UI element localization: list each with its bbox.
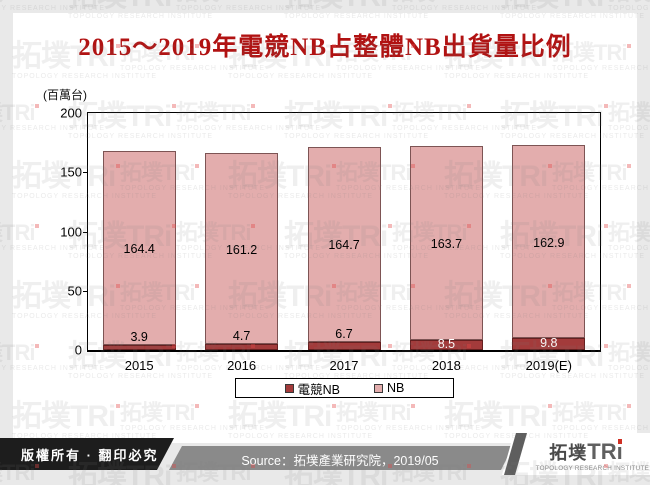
chart-legend: 電競NB NB <box>235 378 454 398</box>
gaming-nb-bar-segment <box>205 344 279 350</box>
gaming-nb-bar-segment <box>102 345 176 350</box>
legend-swatch-gaming-nb <box>284 383 294 393</box>
nb-bar-segment <box>307 146 381 343</box>
x-axis-tick-label: 2019(E) <box>525 358 572 373</box>
footer-bar: 版權所有 · 翻印必究 Source：拓墣產業研究院，2019/05 拓墣TRı… <box>0 433 650 478</box>
y-axis-tick-label: 0 <box>74 342 82 358</box>
gaming-nb-bar-segment <box>512 338 586 350</box>
bar-group-2017: 164.7 6.7 <box>307 113 381 350</box>
watermark-tile: 拓墣TRiTOPOLOGY RESEARCH INSTITUTE <box>608 0 650 12</box>
gaming-nb-bar-segment <box>307 342 381 350</box>
x-axis-tick-label: 2016 <box>227 358 257 373</box>
y-axis-tick-mark <box>83 290 88 292</box>
nb-value-label: 164.4 <box>123 241 155 256</box>
y-axis-tick-mark <box>83 172 88 174</box>
bar-group-2018: 163.7 8.5 <box>409 113 483 351</box>
y-axis-tick-label: 50 <box>67 283 82 299</box>
y-axis-tick-label: 150 <box>60 164 82 180</box>
x-axis-tick-label: 2015 <box>124 358 154 373</box>
bar-group-2016: 161.2 4.7 <box>205 113 279 350</box>
nb-bar-segment <box>205 153 279 345</box>
bar-group-2015: 164.4 3.9 <box>102 113 176 350</box>
legend-label-gaming-nb: 電競NB <box>297 382 340 397</box>
watermark-tile: 拓墣TRiTOPOLOGY RESEARCH INSTITUTE <box>176 0 321 12</box>
nb-value-label: 161.2 <box>225 242 258 257</box>
x-axis-tick-label: 2018 <box>431 358 461 373</box>
nb-value-label: 164.7 <box>328 238 360 253</box>
footer-black-band <box>0 438 174 470</box>
plot-area: 0 50 100 150 200 164.4 3.9 2015 161.2 4.7 2016 164.… <box>60 106 601 373</box>
legend-entry-gaming-nb: 電競NB <box>284 379 340 398</box>
legend-entry-nb: NB <box>374 381 404 395</box>
footer-gray-band <box>169 446 513 470</box>
logo-latin-text: TRı <box>587 439 623 464</box>
legend-label-nb: NB <box>387 381 405 395</box>
x-axis-tick-label: 2017 <box>329 358 359 373</box>
legend-swatch-nb <box>374 383 383 393</box>
nb-value-label: 163.7 <box>430 236 463 251</box>
copyright-text: 版權所有 · 翻印必究 <box>21 448 159 463</box>
logo-wordmark: 拓墣TRı <box>530 439 642 464</box>
nb-bar-segment <box>409 145 483 340</box>
nb-bar-segment <box>102 150 176 346</box>
y-axis-tick-label: 200 <box>60 105 82 121</box>
watermark-tile: 拓墣TRiTOPOLOGY RESEARCH INSTITUTE <box>392 0 537 12</box>
chart-panel: 2015～2019年電競NB占整體NB出貨量比例 (百萬台) 0 50 100 150… <box>13 13 637 443</box>
logo-cjk-text: 拓墣 <box>549 443 588 463</box>
gaming-nb-value-label: 8.5 <box>437 336 456 351</box>
bar-group-2019(E): 162.9 9.8 <box>512 113 586 351</box>
logo-red-dot-icon <box>617 439 623 444</box>
logo-subtitle: TOPOLOGY RESEARCH INSTITUTE <box>535 465 650 472</box>
topology-logo: 拓墣TRı TOPOLOGY RESEARCH INSTITUTE <box>530 439 650 472</box>
gaming-nb-value-label: 3.9 <box>130 330 148 345</box>
nb-bar-segment <box>512 145 586 339</box>
y-axis-tick-label: 100 <box>60 224 82 239</box>
gaming-nb-value-label: 6.7 <box>335 327 353 342</box>
y-axis-unit-label: (百萬台) <box>43 88 87 102</box>
y-axis-tick-mark <box>83 231 88 233</box>
source-text: Source：拓墣產業研究院，2019/05 <box>241 454 439 468</box>
gaming-nb-value-label: 9.8 <box>540 336 558 351</box>
nb-value-label: 162.9 <box>533 235 565 250</box>
page-title: 2015～2019年電競NB占整體NB出貨量比例 <box>78 34 572 61</box>
gaming-nb-bar-segment <box>409 339 483 350</box>
footer-logo-panel <box>502 433 650 475</box>
gaming-nb-value-label: 4.7 <box>232 329 251 344</box>
watermark-tile: 拓墣TRiTOPOLOGY RESEARCH INSTITUTE <box>0 0 105 12</box>
